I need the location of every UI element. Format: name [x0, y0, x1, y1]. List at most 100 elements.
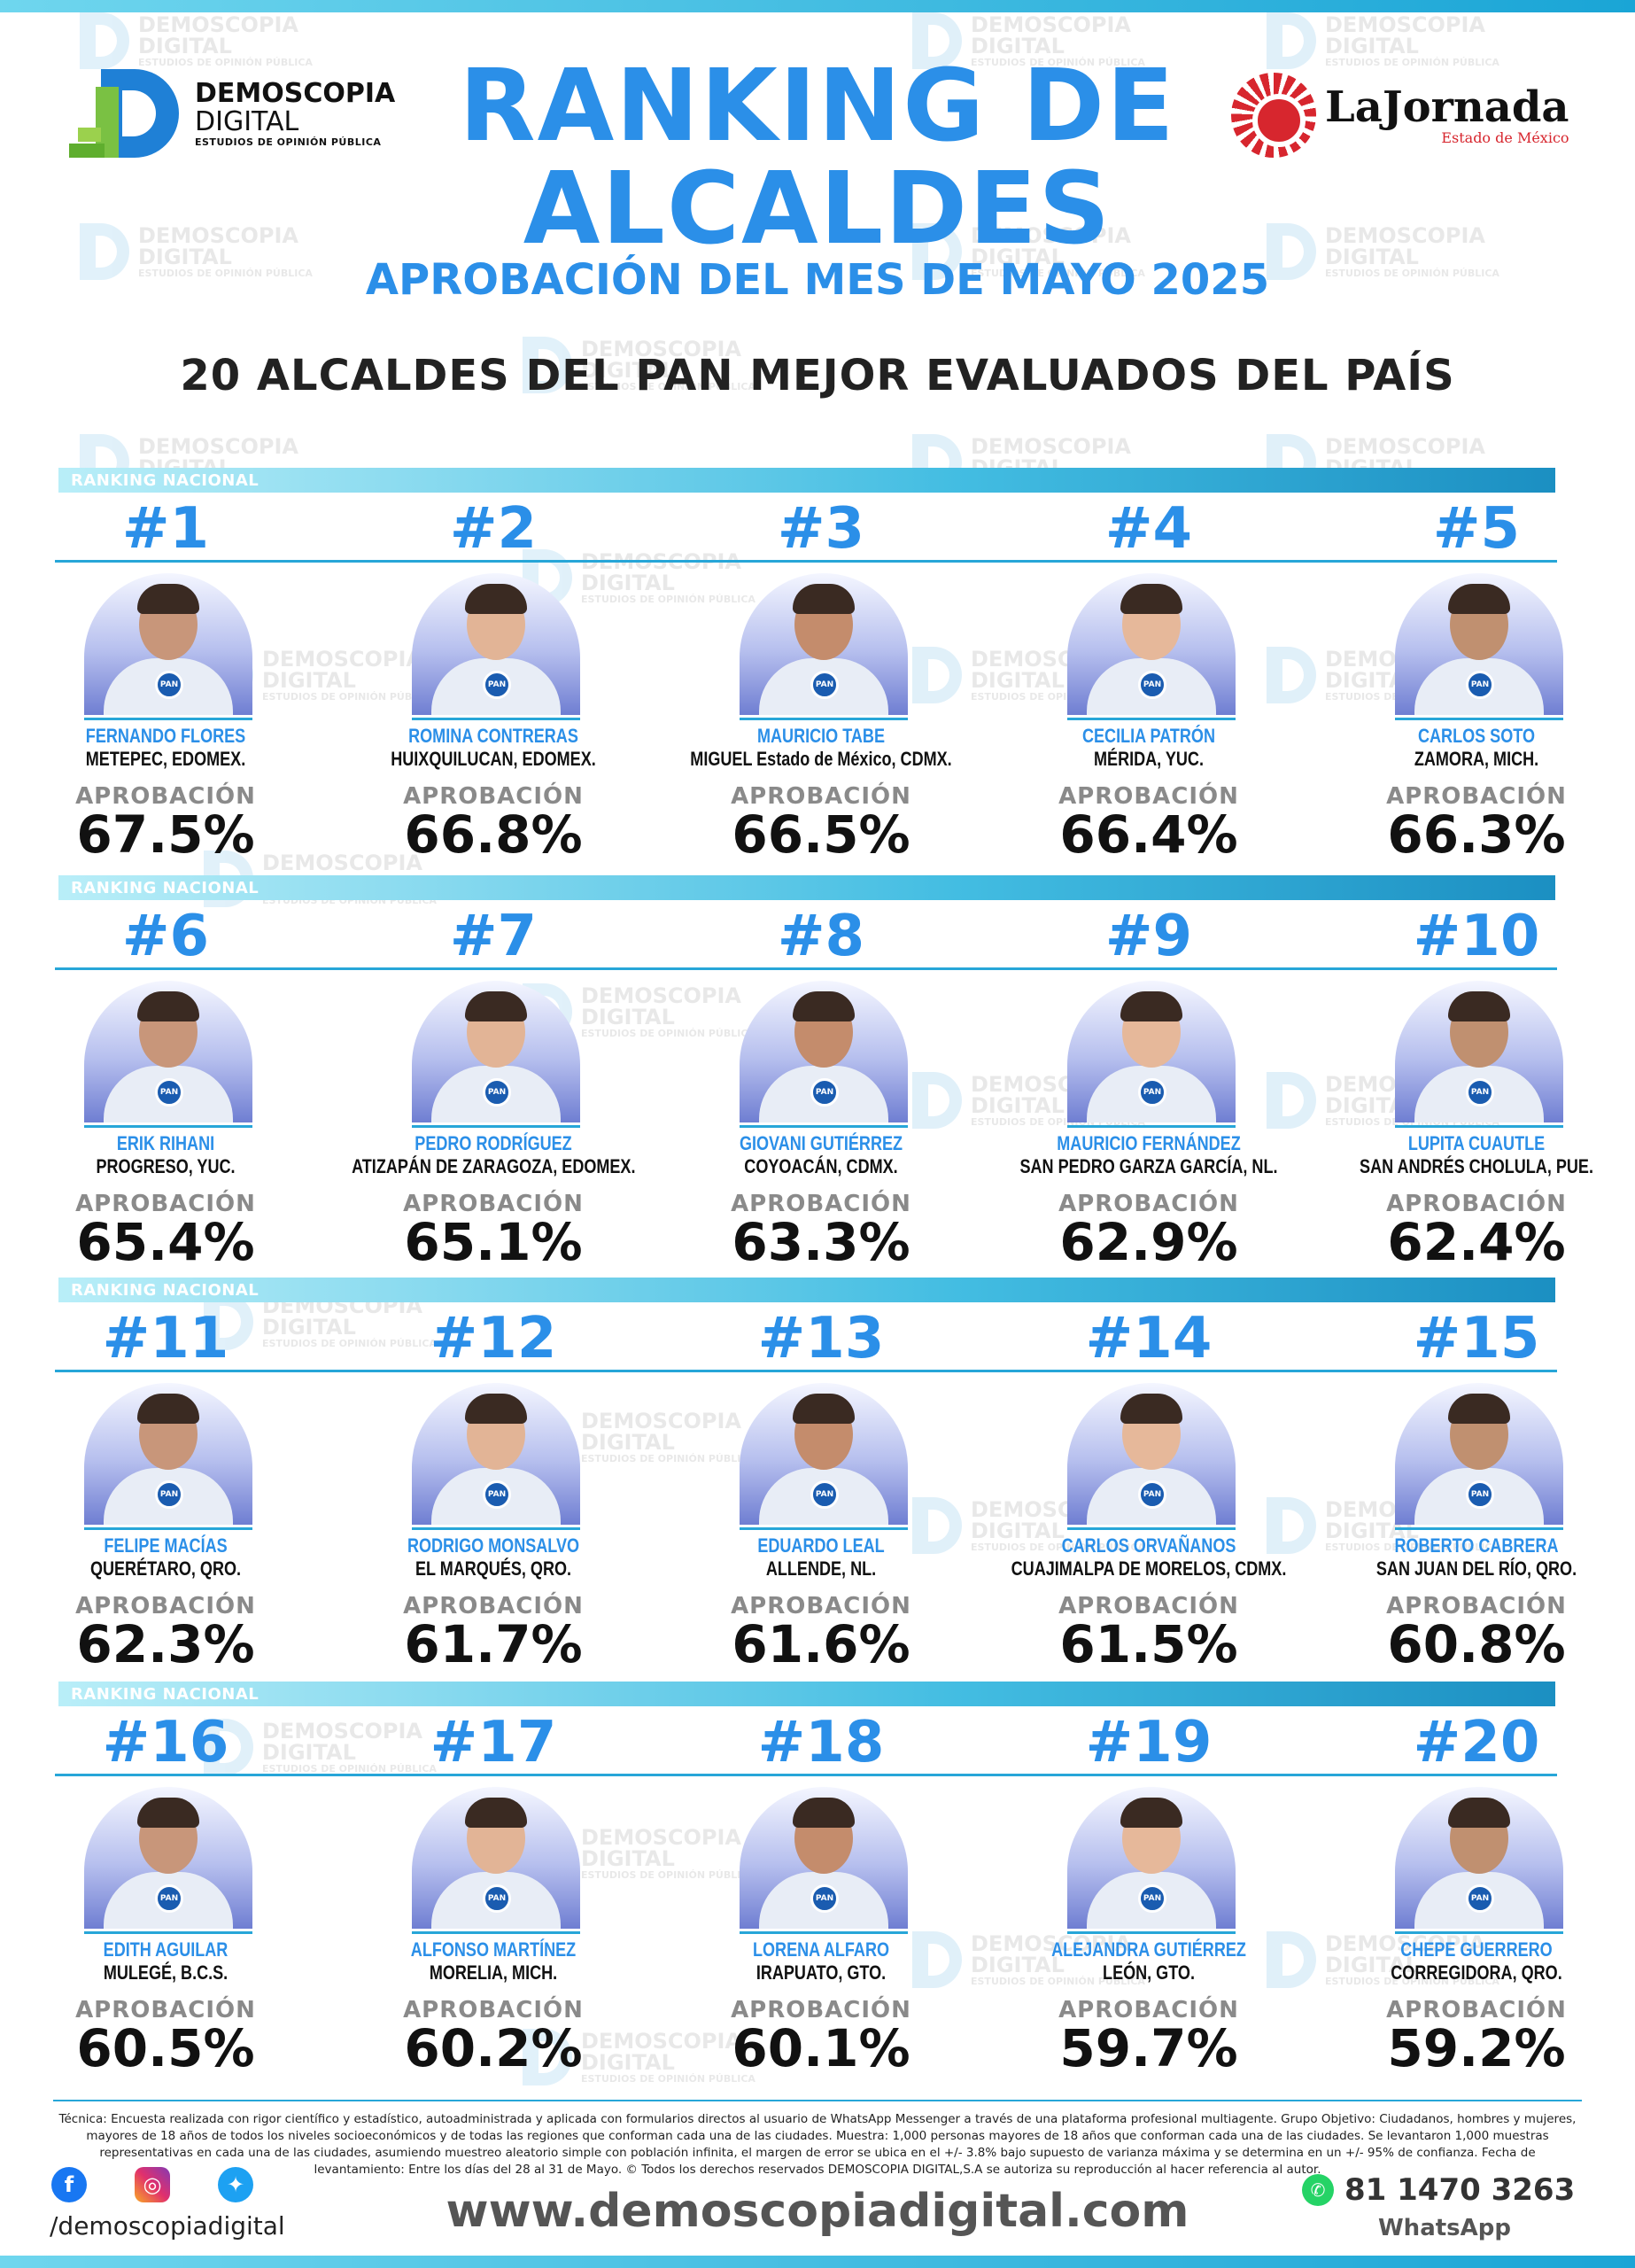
- website-link[interactable]: www.demoscopiadigital.com: [446, 2185, 1189, 2238]
- mayor-card: #11 PAN FELIPE MACÍAS QUERÉTARO, QRO. APROBA…: [2, 1306, 329, 1671]
- approval-value: 66.8%: [404, 804, 583, 865]
- mayor-name: RODRIGO MONSALVO: [407, 1534, 580, 1557]
- facebook-icon[interactable]: f: [51, 2167, 87, 2202]
- mayor-portrait: PAN: [412, 1787, 580, 1929]
- mayor-city: CORREGIDORA, QRO.: [1391, 1961, 1562, 1984]
- portrait-hair: [793, 1394, 855, 1424]
- mayor-city: CUAJIMALPA DE MORELOS, CDMX.: [1011, 1557, 1287, 1580]
- mayor-card: #7 PAN PEDRO RODRÍGUEZ ATIZAPÁN DE ZARAGOZA…: [329, 904, 657, 1269]
- mayor-city: HUIXQUILUCAN, EDOMEX.: [391, 748, 596, 770]
- mayor-portrait: PAN: [1395, 1787, 1563, 1929]
- mayor-portrait: PAN: [1395, 981, 1563, 1122]
- partner-sub: Estado de México: [1441, 128, 1569, 146]
- portrait-underline: [412, 1931, 580, 1934]
- mayor-name: GIOVANI GUTIÉRREZ: [739, 1132, 903, 1154]
- pan-badge-icon: PAN: [810, 671, 839, 699]
- whatsapp-contact[interactable]: ✆ 81 1470 3263: [1302, 2172, 1575, 2208]
- approval-label: APROBACIÓN: [1386, 1997, 1567, 2023]
- approval-label: APROBACIÓN: [403, 1191, 584, 1217]
- approval-value: 67.5%: [76, 804, 255, 865]
- portrait-hair: [793, 1798, 855, 1828]
- mayor-card: #16 PAN EDITH AGUILAR MULEGÉ, B.C.S. APROBAC…: [2, 1710, 329, 2075]
- approval-label: APROBACIÓN: [731, 1191, 911, 1217]
- rank-number: #16: [102, 1710, 229, 1775]
- mayor-card: #1 PAN FERNANDO FLORES METEPEC, EDOMEX. APRO…: [2, 496, 329, 861]
- ranking-section-label: RANKING NACIONAL: [71, 471, 260, 490]
- pan-badge-icon: PAN: [1138, 1480, 1166, 1509]
- rank-number: #20: [1413, 1710, 1540, 1775]
- pan-badge-icon: PAN: [810, 1078, 839, 1107]
- approval-value: 62.3%: [76, 1614, 255, 1674]
- mayor-name: PEDRO RODRÍGUEZ: [415, 1132, 572, 1154]
- approval-label: APROBACIÓN: [1058, 1191, 1239, 1217]
- mayor-name: ROMINA CONTRERAS: [408, 725, 578, 747]
- portrait-underline: [1395, 1931, 1563, 1934]
- partner-name: LaJornada: [1325, 82, 1569, 132]
- approval-label: APROBACIÓN: [1386, 1191, 1567, 1217]
- page-headline: 20 ALCALDES DEL PAN MEJOR EVALUADOS DEL …: [180, 351, 1455, 400]
- mayor-card: #15 PAN ROBERTO CABRERA SAN JUAN DEL RÍO, Q…: [1313, 1308, 1635, 1671]
- ranking-section-bar: RANKING NACIONAL: [58, 875, 1555, 900]
- whatsapp-label: WhatsApp: [1378, 2215, 1511, 2241]
- mayor-name: ALFONSO MARTÍNEZ: [410, 1938, 577, 1961]
- rank-number: #6: [121, 904, 210, 969]
- pan-badge-icon: PAN: [1138, 1078, 1166, 1107]
- mayor-card: #4 PAN CECILIA PATRÓN MÉRIDA, YUC. APROBACIÓ…: [985, 496, 1313, 861]
- approval-label: APROBACIÓN: [75, 783, 256, 810]
- pan-badge-icon: PAN: [155, 1078, 183, 1107]
- mayor-portrait: PAN: [84, 1787, 252, 1929]
- approval-value: 66.4%: [1059, 804, 1238, 865]
- rank-number: #7: [449, 904, 538, 969]
- portrait-underline: [84, 1931, 252, 1934]
- footer-divider: [53, 2100, 1582, 2101]
- twitter-icon[interactable]: ✦: [218, 2167, 253, 2202]
- mayor-name: MAURICIO FERNÁNDEZ: [1057, 1132, 1241, 1154]
- mayor-portrait: PAN: [1395, 1383, 1563, 1525]
- mayor-name: LORENA ALFARO: [752, 1938, 890, 1961]
- rank-number: #4: [1104, 496, 1193, 562]
- pan-badge-icon: PAN: [1466, 671, 1494, 699]
- mayor-city: LEÓN, GTO.: [1103, 1961, 1195, 1984]
- mayor-card: #6 PAN ERIK RIHANI PROGRESO, YUC. APROBACIÓN…: [2, 904, 329, 1269]
- title-line2: ALCALDES: [523, 151, 1112, 267]
- approval-value: 59.2%: [1387, 2018, 1566, 2078]
- mayor-card: #12 PAN RODRIGO MONSALVO EL MARQUÉS, QRO. AP…: [329, 1308, 657, 1671]
- mayor-name: FERNANDO FLORES: [85, 725, 246, 747]
- portrait-hair: [465, 1798, 527, 1828]
- page-subtitle: APROBACIÓN DEL MES DE MAYO 2025: [365, 255, 1270, 305]
- approval-value: 61.5%: [1059, 1614, 1238, 1674]
- mayor-card: #2 PAN ROMINA CONTRERAS HUIXQUILUCAN, EDOME…: [329, 496, 657, 861]
- whatsapp-icon: ✆: [1302, 2174, 1334, 2206]
- mayor-city: SAN ANDRÉS CHOLULA, PUE.: [1360, 1155, 1593, 1177]
- rank-number: #10: [1413, 904, 1540, 969]
- mayor-name: CARLOS SOTO: [1418, 725, 1535, 747]
- demoscopia-d-icon: [69, 69, 182, 158]
- portrait-hair: [1448, 1798, 1510, 1828]
- rank-number: #11: [102, 1306, 229, 1371]
- whatsapp-number: 81 1470 3263: [1344, 2172, 1576, 2208]
- rank-number: #1: [121, 496, 210, 562]
- instagram-icon[interactable]: ◎: [135, 2167, 170, 2202]
- mayor-card: #14 PAN CARLOS ORVAÑANOS CUAJIMALPA DE MORE…: [985, 1308, 1313, 1671]
- portrait-hair: [793, 991, 855, 1021]
- ranking-section-label: RANKING NACIONAL: [71, 1685, 260, 1704]
- demoscopia-logo: DEMOSCOPIA DIGITAL ESTUDIOS DE OPINIÓN P…: [69, 69, 395, 158]
- mayor-city: SAN JUAN DEL RÍO, QRO.: [1375, 1557, 1577, 1580]
- rank-underline: [55, 1774, 1557, 1776]
- portrait-hair: [1120, 991, 1182, 1021]
- approval-label: APROBACIÓN: [75, 1593, 256, 1619]
- portrait-underline: [1067, 1125, 1236, 1128]
- rank-number: #8: [777, 904, 865, 969]
- social-handle[interactable]: /demoscopiadigital: [50, 2211, 285, 2241]
- mayor-city: EL MARQUÉS, QRO.: [415, 1557, 572, 1580]
- ranking-section-bar: RANKING NACIONAL: [58, 1278, 1555, 1302]
- brand-line1: DEMOSCOPIA: [195, 77, 396, 109]
- title-line1: RANKING DE: [459, 49, 1176, 164]
- portrait-hair: [465, 991, 527, 1021]
- approval-value: 61.6%: [732, 1614, 910, 1674]
- portrait-underline: [740, 1931, 908, 1934]
- rank-number: #2: [449, 496, 538, 562]
- ranking-section-bar: RANKING NACIONAL: [58, 468, 1555, 493]
- pan-badge-icon: PAN: [155, 1480, 183, 1509]
